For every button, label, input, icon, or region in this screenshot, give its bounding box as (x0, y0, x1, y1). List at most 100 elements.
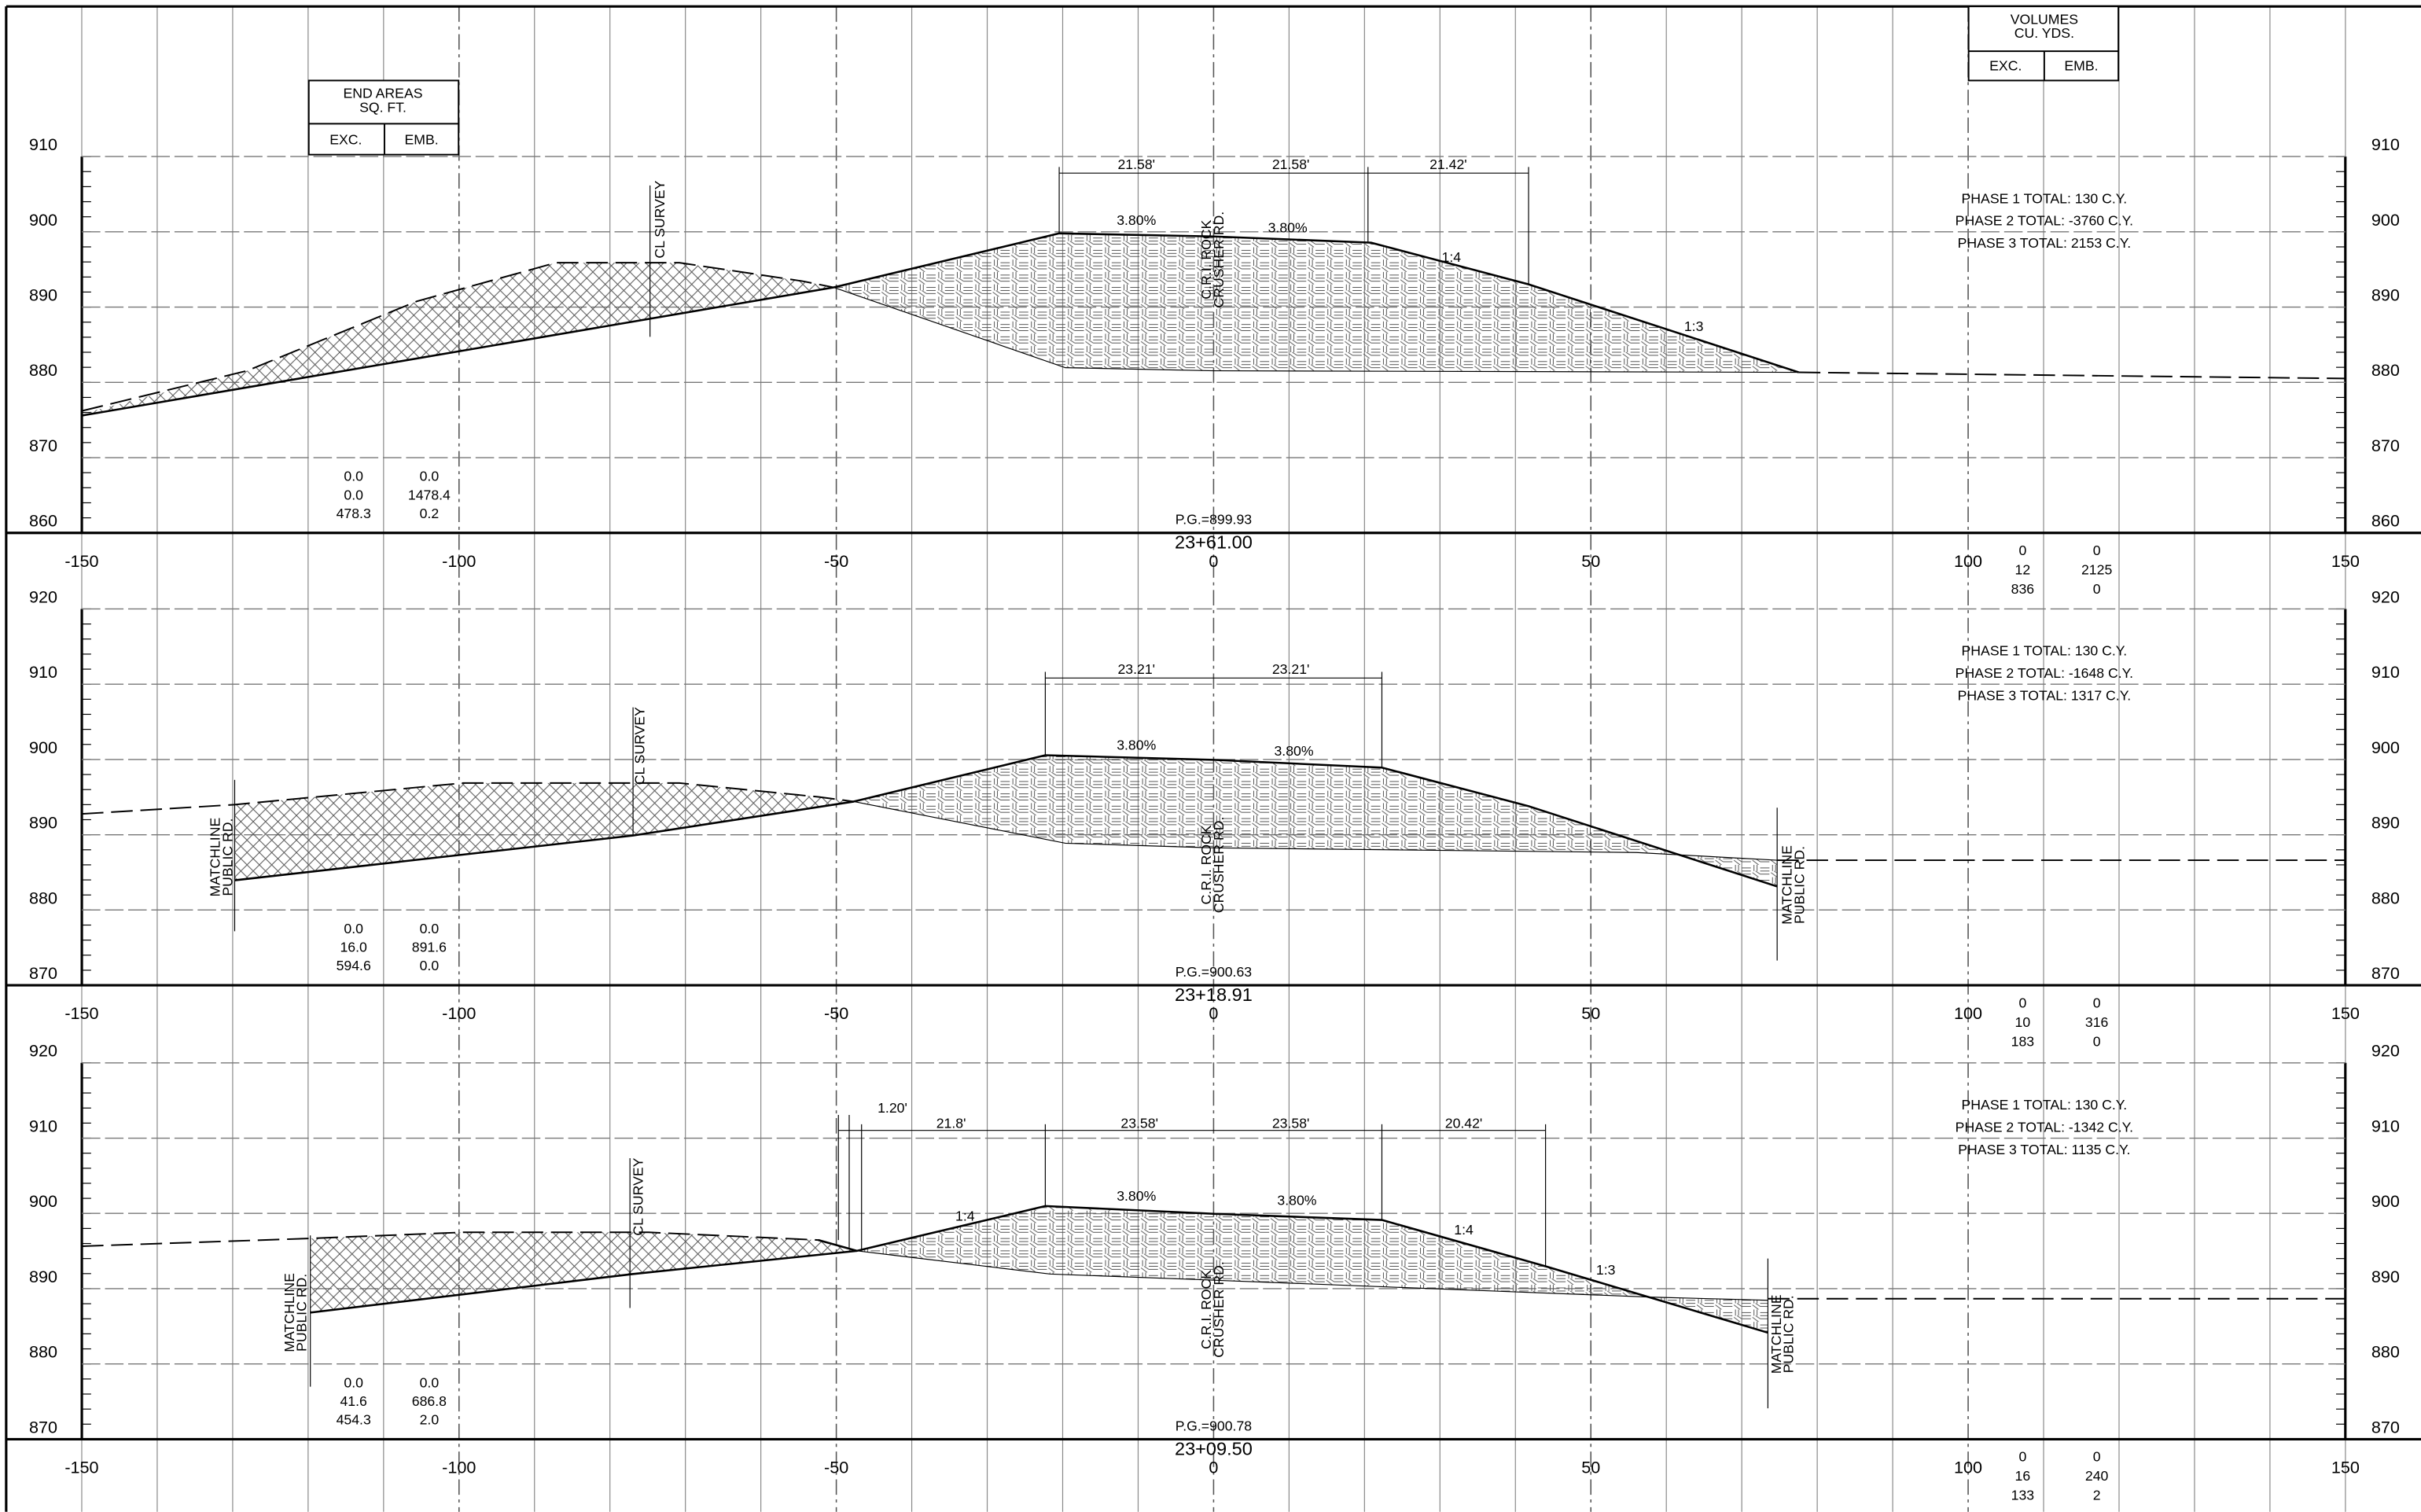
end-area-value: 478.3 (337, 506, 371, 521)
road-label: C.R.I. ROCK (1198, 219, 1214, 299)
dimension-label: 20.42' (1445, 1116, 1483, 1131)
volume-value: 0 (2093, 1449, 2101, 1465)
grade-label: 3.80% (1117, 212, 1156, 228)
elevation-label: 870 (2371, 1417, 2400, 1437)
volume-value: 0 (2018, 1449, 2026, 1465)
profile-grade: P.G.=900.78 (1176, 1418, 1253, 1433)
x-tick-label: -50 (824, 1003, 848, 1023)
elevation-label: 860 (2371, 511, 2400, 531)
end-area-value: 0.0 (420, 921, 440, 936)
matchline-label: MATCHLINE (1779, 845, 1795, 925)
x-tick-label: 100 (1954, 1457, 1982, 1477)
elevation-label: 900 (29, 738, 57, 757)
elevation-label: 870 (2371, 436, 2400, 455)
end-area-value: 594.6 (337, 958, 371, 973)
volume-value: 12 (2015, 562, 2031, 578)
section-3-geometry (82, 1115, 2346, 1409)
volume-value: 16 (2015, 1468, 2031, 1484)
elevation-label: 900 (2371, 1191, 2400, 1211)
header-title: VOLUMES (2011, 11, 2078, 27)
end-area-value: 0.2 (420, 506, 440, 521)
station: 23+09.50 (1175, 1438, 1253, 1459)
column-header: EXC. (329, 132, 362, 148)
volume-value: 316 (2085, 1014, 2109, 1030)
grade-label: 3.80% (1268, 220, 1308, 236)
road-label: C.R.I. ROCK (1198, 825, 1214, 904)
volumes-header: VOLUMES CU. YDS. EXC. EMB. (1967, 6, 2120, 82)
dimension-label: 23.21' (1272, 661, 1310, 677)
elevation-label: 890 (2371, 285, 2400, 305)
elevation-label: 910 (2371, 134, 2400, 154)
x-tick-label: -100 (442, 551, 476, 571)
end-area-value: 0.0 (344, 487, 363, 502)
end-area-value: 686.8 (412, 1393, 447, 1409)
volume-value: 0 (2093, 543, 2101, 558)
end-area-value: 0.0 (344, 921, 363, 936)
x-tick-label: -50 (824, 551, 848, 571)
slope-label: 1:3 (1684, 318, 1704, 334)
phase-total: PHASE 2 TOTAL: -1648 C.Y. (1956, 665, 2133, 681)
end-area-value: 2.0 (420, 1412, 440, 1428)
matchline-label: PUBLIC RD. (219, 819, 235, 896)
road-label: C.R.I. ROCK (1198, 1270, 1214, 1349)
phase-total: PHASE 1 TOTAL: 130 C.Y. (1962, 190, 2128, 206)
elevation-label: 910 (29, 134, 57, 154)
column-header: EMB. (404, 132, 438, 148)
road-label: CRUSHER RD. (1211, 817, 1227, 914)
dimension-label: 1.20' (878, 1100, 907, 1116)
x-tick-label: -150 (64, 1457, 98, 1477)
road-label: CRUSHER RD. (1211, 1261, 1227, 1358)
elevation-label: 880 (2371, 1342, 2400, 1362)
x-tick-label: 50 (1581, 1457, 1600, 1477)
elevation-label: 890 (29, 285, 57, 305)
phase-total: PHASE 2 TOTAL: -3760 C.Y. (1956, 213, 2133, 229)
volume-value: 240 (2085, 1468, 2109, 1484)
x-tick-label: 150 (2331, 551, 2360, 571)
x-tick-label: -100 (442, 1457, 476, 1477)
dimension-label: 23.21' (1117, 661, 1155, 677)
end-area-value: 0.0 (344, 1374, 363, 1390)
volume-value: 0 (2093, 581, 2101, 597)
column-header: EMB. (2064, 57, 2098, 73)
end-area-value: 891.6 (412, 940, 447, 955)
end-area-value: 1478.4 (408, 487, 451, 502)
volume-value: 133 (2011, 1488, 2035, 1503)
end-area-value: 0.0 (420, 1374, 440, 1390)
elevation-label: 890 (29, 813, 57, 833)
x-tick-label: -50 (824, 1457, 848, 1477)
end-area-value: 16.0 (340, 940, 367, 955)
elevation-label: 900 (2371, 738, 2400, 757)
survey-label: CL SURVEY (652, 180, 668, 258)
x-tick-label: -150 (64, 1003, 98, 1023)
grade-label: 3.80% (1117, 1188, 1156, 1204)
elevation-label: 860 (29, 511, 57, 531)
elevation-label: 880 (29, 1342, 57, 1362)
header-title: CU. YDS. (2014, 25, 2074, 41)
volume-value: 0 (2018, 543, 2026, 558)
survey-label: CL SURVEY (631, 1157, 646, 1235)
x-tick-label: 100 (1954, 1003, 1982, 1023)
matchline-label: PUBLIC RD. (1781, 1295, 1797, 1373)
end-area-value: 0.0 (420, 958, 440, 973)
matchline-label: MATCHLINE (208, 818, 223, 897)
volume-value: 2 (2093, 1488, 2101, 1503)
volume-value: 836 (2011, 581, 2035, 597)
matchline-label: MATCHLINE (281, 1273, 297, 1352)
dimension-label: 21.58' (1117, 156, 1155, 172)
x-tick-label: 50 (1581, 551, 1600, 571)
x-tick-label: 0 (1209, 1457, 1218, 1477)
x-tick-label: -100 (442, 1003, 476, 1023)
elevation-label: 920 (2371, 1041, 2400, 1061)
x-tick-label: -150 (64, 551, 98, 571)
elevation-label: 880 (29, 360, 57, 380)
grade-label: 3.80% (1274, 743, 1313, 759)
survey-label: CL SURVEY (632, 707, 648, 785)
end-area-value: 454.3 (337, 1412, 371, 1428)
slope-label: 1:4 (1442, 249, 1462, 265)
x-tick-label: 150 (2331, 1003, 2360, 1023)
dimension-label: 23.58' (1272, 1116, 1310, 1131)
section-2-geometry (82, 671, 2346, 961)
slope-label: 1:4 (955, 1208, 975, 1223)
header-title: END AREAS (343, 86, 422, 101)
